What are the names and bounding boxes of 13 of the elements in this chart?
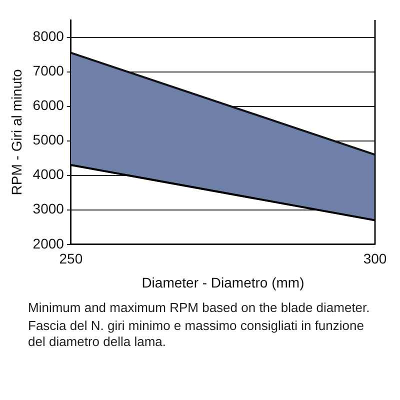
text: Fascia del N. giri minimo e massimo consigliati in funzione del diametro della lama.: [28, 318, 365, 350]
y-tick-label: 3000: [32, 200, 64, 217]
x-axis-title: Diameter - Diametro (mm): [142, 274, 304, 290]
text: Minimum and maximum RPM based on the blade diameter.: [28, 300, 371, 316]
y-axis-title: RPM - Giri al minuto: [8, 68, 24, 196]
x-tick-label: 300: [363, 250, 387, 267]
y-tick-label: 8000: [32, 28, 64, 44]
y-tick-label: 7000: [32, 62, 64, 79]
x-tick-label: 250: [59, 250, 83, 267]
y-tick-label: 6000: [32, 97, 64, 114]
y-tick-label: 4000: [32, 166, 64, 182]
y-tick-label: 2000: [32, 235, 64, 252]
y-tick-label: 5000: [32, 132, 64, 148]
